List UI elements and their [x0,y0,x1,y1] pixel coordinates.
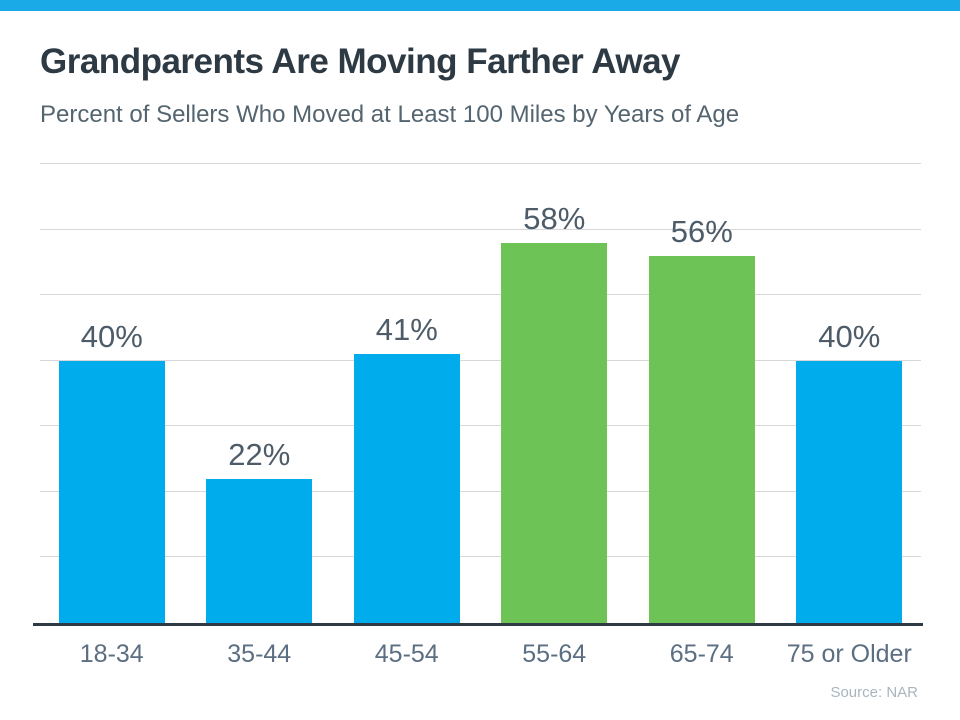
x-axis-label: 45-54 [374,640,439,668]
x-axis-label: 55-64 [522,640,587,668]
x-axis-label: 18-34 [79,640,144,668]
bar-column-65-74: 56% [628,164,776,623]
x-axis-line [33,623,923,626]
bar [206,478,313,623]
bar-chart-plot-area: 40% 22% 41% 58% 56% 40% [33,163,923,626]
bar [796,360,903,623]
bar-value-label: 56% [670,213,733,249]
bar-column-75-or-older: 40% [776,164,924,623]
bar-value-label: 41% [375,312,438,348]
bar [501,242,608,623]
top-accent-bar [0,0,960,11]
x-axis-label: 65-74 [669,640,734,668]
bar-column-18-34: 40% [38,164,186,623]
gridline-10 [40,556,921,558]
bar-column-55-64: 58% [481,164,629,623]
gridline-70 [40,163,921,164]
x-axis-label: 75 or Older [786,640,912,668]
bar-value-label: 22% [228,436,291,472]
gridline-40 [40,359,921,361]
bar-value-label: 58% [523,200,586,236]
bar-column-35-44: 22% [186,164,334,623]
x-axis-label: 35-44 [227,640,292,668]
page-subtitle: Percent of Sellers Who Moved at Least 10… [40,101,740,128]
page-title: Grandparents Are Moving Farther Away [40,42,681,81]
bar-value-label: 40% [80,318,143,354]
gridline-20 [40,490,921,492]
bar [648,255,755,623]
bar [58,360,165,623]
gridline-50 [40,294,921,296]
bar-value-label: 40% [818,318,881,354]
source-attribution: Source: NAR [830,684,918,701]
x-axis-labels: 18-34 35-44 45-54 55-64 65-74 75 or Older [38,640,923,669]
gridline-60 [40,228,921,230]
gridline-30 [40,425,921,427]
bar-columns: 40% 22% 41% 58% 56% 40% [38,164,923,623]
bar-column-45-54: 41% [333,164,481,623]
bar [353,354,460,623]
